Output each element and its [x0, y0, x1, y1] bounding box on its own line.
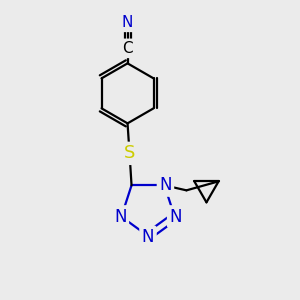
Text: S: S [124, 144, 135, 162]
Text: N: N [122, 15, 133, 30]
Text: N: N [169, 208, 182, 226]
Text: N: N [114, 208, 127, 226]
Text: C: C [122, 41, 133, 56]
Text: N: N [159, 176, 172, 194]
Text: N: N [142, 228, 154, 246]
